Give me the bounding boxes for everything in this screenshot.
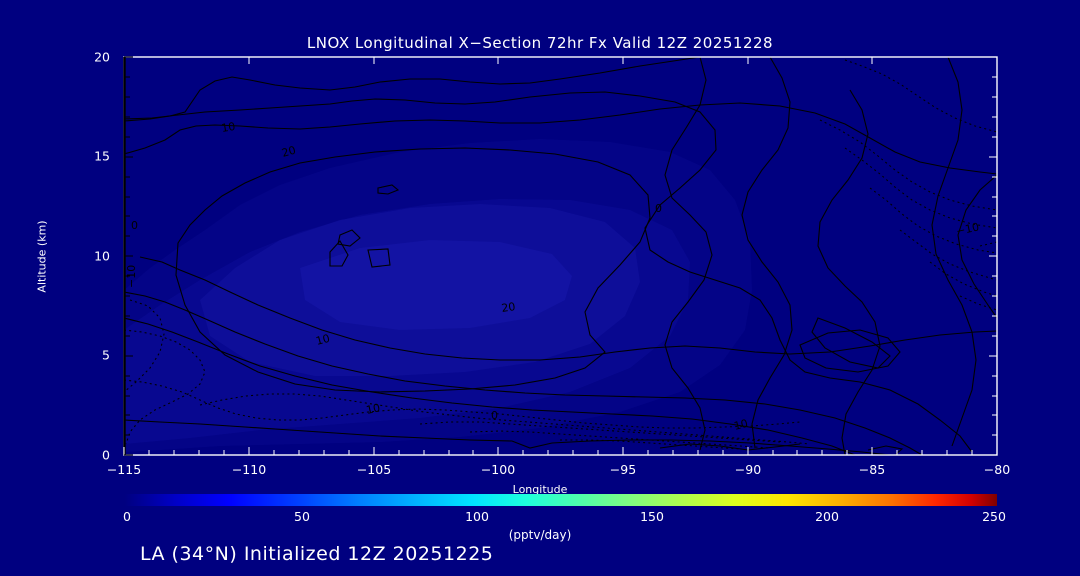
chart-caption: LA (34°N) Initialized 12Z 20251225 — [140, 543, 494, 565]
contour-lines-solid — [124, 57, 997, 455]
contour-label: 10 — [365, 401, 381, 417]
contour-label: −10 — [955, 220, 980, 238]
colorbar-tick-label: 100 — [465, 509, 489, 524]
colorbar-tick-label: 250 — [982, 509, 1006, 524]
y-tick-label: 20 — [94, 49, 110, 65]
contour-label: 10 — [733, 417, 750, 433]
contour-label: 10 — [220, 120, 236, 135]
x-tick-label: −105 — [356, 462, 392, 477]
colorbar-tick-label: 0 — [123, 509, 131, 524]
y-tick-label: 0 — [102, 447, 110, 463]
x-tick-label: −90 — [734, 462, 762, 477]
y-tick-label: 15 — [94, 148, 110, 164]
colorbar-tick-label: 150 — [640, 509, 664, 524]
y-tick-label: 10 — [94, 248, 110, 264]
contour-lines-dashed — [124, 59, 997, 450]
colorbar-unit-label: (pptv/day) — [508, 528, 572, 542]
contour-label: 10 — [314, 332, 331, 348]
contour-label: 0 — [131, 219, 138, 232]
y-axis-inner-ticks — [124, 56, 133, 456]
colorbar-tick-label: 200 — [815, 509, 839, 524]
x-tick-label: −85 — [858, 462, 886, 477]
x-tick-label: −110 — [231, 462, 267, 477]
x-tick-label: −80 — [983, 462, 1011, 477]
x-axis-label: Longitude — [512, 483, 568, 496]
y-tick-label: 5 — [102, 347, 110, 363]
contour-label-group: 10 20 0 −10 10 20 0 −10 10 0 10 — [125, 120, 980, 433]
contour-label: 20 — [501, 300, 517, 315]
contour-label: 0 — [491, 409, 498, 422]
colorbar — [124, 494, 997, 506]
chart-title: LNOX Longitudinal X−Section 72hr Fx Vali… — [306, 34, 774, 52]
contour-label: 20 — [280, 144, 297, 160]
axis-ticks — [123, 56, 998, 456]
contour-label: 0 — [655, 202, 662, 215]
x-tick-label: −95 — [609, 462, 637, 477]
x-tick-label: −100 — [480, 462, 516, 477]
colorbar-tick-label: 50 — [294, 509, 310, 524]
contour-fill-layer — [124, 139, 752, 452]
x-tick-label: −115 — [106, 462, 142, 477]
contour-label: −10 — [125, 265, 138, 288]
